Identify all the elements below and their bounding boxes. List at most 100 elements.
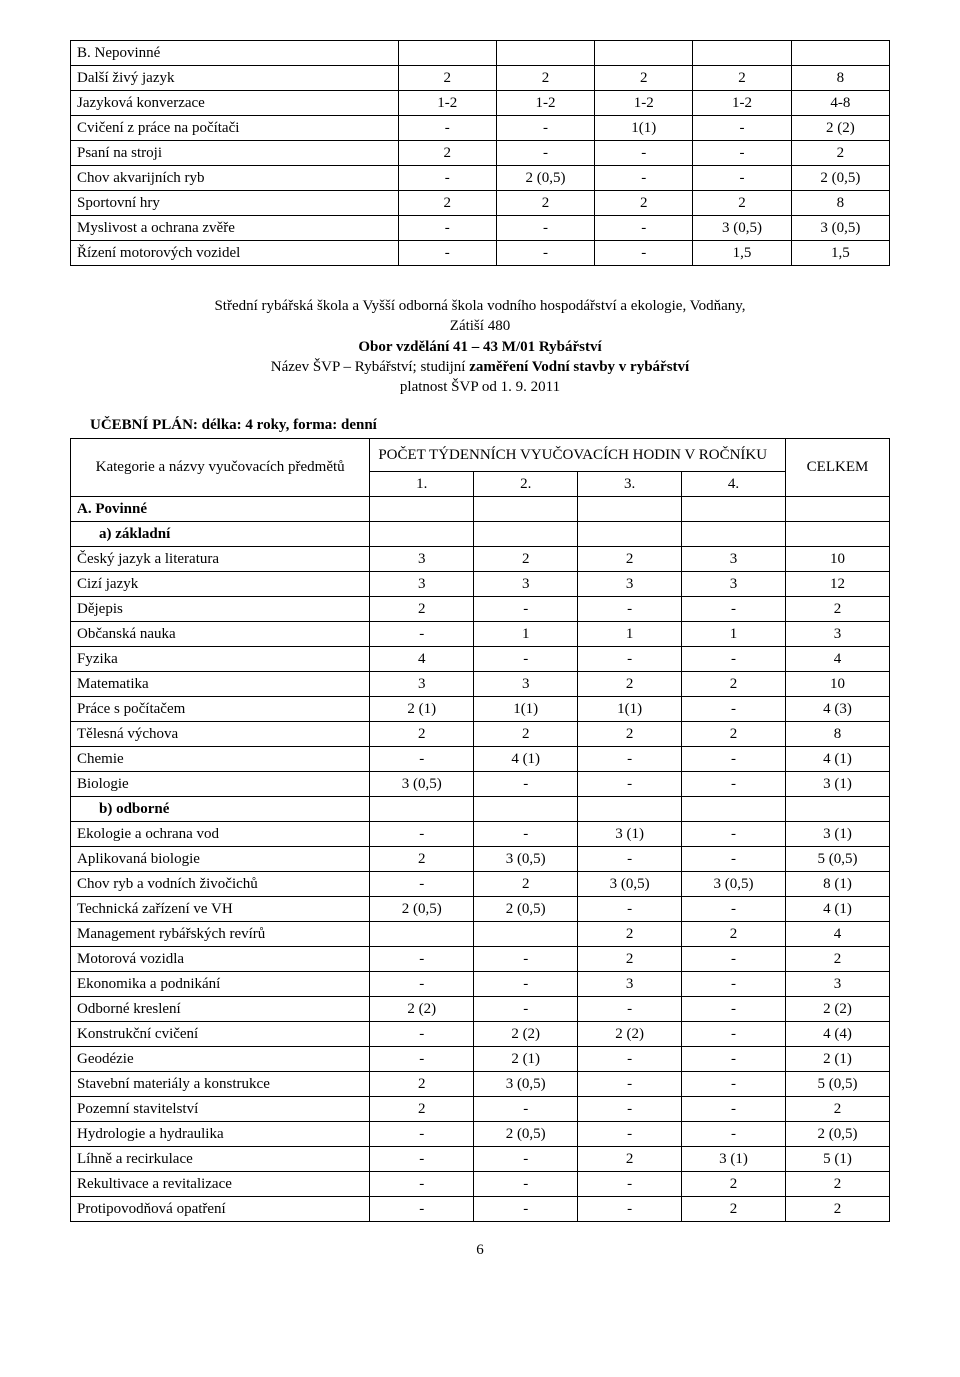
row-value: -	[595, 141, 693, 166]
row-value: -	[474, 597, 578, 622]
table-row: Ekonomika a podnikání--3-3	[71, 972, 890, 997]
row-value: -	[682, 947, 786, 972]
row-value: -	[682, 597, 786, 622]
row-value: -	[474, 947, 578, 972]
row-value: 1(1)	[474, 697, 578, 722]
row-value	[398, 41, 496, 66]
row-value: 12	[786, 572, 890, 597]
row-value: 4 (3)	[786, 697, 890, 722]
row-value: -	[693, 116, 791, 141]
row-label: Chemie	[71, 747, 370, 772]
row-label: Hydrologie a hydraulika	[71, 1122, 370, 1147]
row-value	[370, 522, 474, 547]
row-value: 2 (2)	[786, 997, 890, 1022]
row-value: 2	[786, 1097, 890, 1122]
row-value: 1-2	[595, 91, 693, 116]
row-value: 2	[791, 141, 889, 166]
row-value: 1-2	[398, 91, 496, 116]
row-label: Cvičení z práce na počítači	[71, 116, 399, 141]
row-value: -	[682, 1122, 786, 1147]
row-value: 2 (0,5)	[786, 1122, 890, 1147]
table-row: b) odborné	[71, 797, 890, 822]
table-row: Další živý jazyk22228	[71, 66, 890, 91]
row-value: 3	[682, 572, 786, 597]
row-value: -	[595, 166, 693, 191]
row-value: 2	[595, 191, 693, 216]
row-label: Fyzika	[71, 647, 370, 672]
row-value: -	[595, 241, 693, 266]
row-value: 2	[370, 722, 474, 747]
table-row: Cvičení z práce na počítači--1(1)-2 (2)	[71, 116, 890, 141]
row-value	[595, 41, 693, 66]
row-value: -	[370, 1172, 474, 1197]
row-value: -	[398, 166, 496, 191]
row-value: -	[474, 997, 578, 1022]
row-value: -	[578, 1097, 682, 1122]
row-label: Občanská nauka	[71, 622, 370, 647]
row-value: 5 (1)	[786, 1147, 890, 1172]
row-value: -	[474, 1097, 578, 1122]
row-value: 2	[682, 672, 786, 697]
row-value: 2	[370, 847, 474, 872]
row-value: 1	[474, 622, 578, 647]
row-value: 3	[578, 972, 682, 997]
table-row: Rekultivace a revitalizace---22	[71, 1172, 890, 1197]
row-label: Ekonomika a podnikání	[71, 972, 370, 997]
row-value	[496, 41, 594, 66]
row-value: -	[496, 241, 594, 266]
school-line-1: Střední rybářská škola a Vyšší odborná š…	[70, 296, 890, 316]
row-value: 5 (0,5)	[786, 1072, 890, 1097]
row-value: 2	[682, 922, 786, 947]
row-value: -	[578, 997, 682, 1022]
row-value: -	[578, 1122, 682, 1147]
row-value	[791, 41, 889, 66]
row-value: 2	[398, 66, 496, 91]
row-label: Sportovní hry	[71, 191, 399, 216]
row-label: Aplikovaná biologie	[71, 847, 370, 872]
page-number: 6	[70, 1242, 890, 1259]
row-value: 2	[398, 191, 496, 216]
row-value	[786, 797, 890, 822]
row-value: 2	[578, 722, 682, 747]
row-value	[682, 797, 786, 822]
row-label: Chov ryb a vodních živočichů	[71, 872, 370, 897]
row-value: 10	[786, 547, 890, 572]
row-value: -	[682, 1047, 786, 1072]
table-row: Geodézie-2 (1)--2 (1)	[71, 1047, 890, 1072]
row-value: -	[370, 1197, 474, 1222]
row-value	[578, 797, 682, 822]
table-row: Tělesná výchova22228	[71, 722, 890, 747]
header-year-2: 2.	[474, 472, 578, 497]
row-label: a) základní	[71, 522, 370, 547]
row-value: 3	[370, 547, 474, 572]
row-value: 3	[370, 572, 474, 597]
row-value: 2 (1)	[474, 1047, 578, 1072]
row-value: 2	[496, 66, 594, 91]
school-line-5: platnost ŠVP od 1. 9. 2011	[70, 377, 890, 397]
row-label: Odborné kreslení	[71, 997, 370, 1022]
row-value: 2	[786, 1197, 890, 1222]
table-header-row-1: Kategorie a názvy vyučovacích předmětů P…	[71, 439, 890, 472]
row-value: 4 (4)	[786, 1022, 890, 1047]
row-value: 1(1)	[578, 697, 682, 722]
row-value: 1-2	[496, 91, 594, 116]
row-value: 2	[370, 1072, 474, 1097]
row-value: 2	[474, 722, 578, 747]
row-value: 3 (0,5)	[693, 216, 791, 241]
row-value: 3 (1)	[786, 822, 890, 847]
row-value: 2	[693, 191, 791, 216]
row-value: -	[578, 597, 682, 622]
row-label: Líhně a recirkulace	[71, 1147, 370, 1172]
row-value: 2 (0,5)	[496, 166, 594, 191]
row-value: 2	[398, 141, 496, 166]
row-value: -	[474, 972, 578, 997]
row-value: -	[578, 772, 682, 797]
row-value: -	[578, 1172, 682, 1197]
row-value: 4	[786, 647, 890, 672]
row-value: 2 (2)	[578, 1022, 682, 1047]
header-year-3: 3.	[578, 472, 682, 497]
row-value: -	[682, 1022, 786, 1047]
row-value: 10	[786, 672, 890, 697]
row-value: 3	[578, 572, 682, 597]
table-optional-subjects: B. NepovinnéDalší živý jazyk22228Jazykov…	[70, 40, 890, 266]
